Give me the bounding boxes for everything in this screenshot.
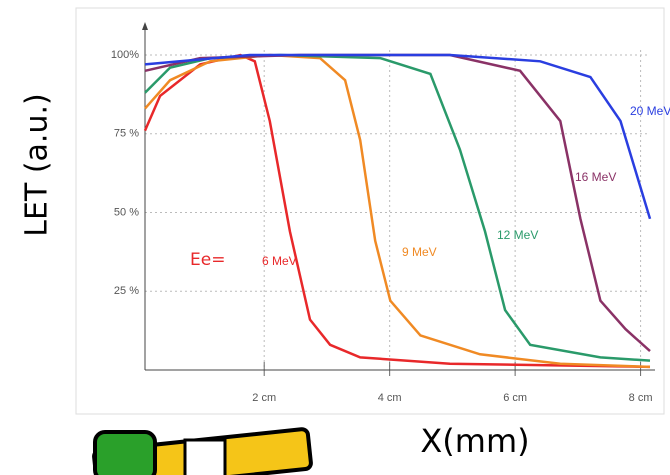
series-label: 9 MeV	[402, 245, 437, 259]
data-line	[144, 53, 651, 353]
data-line	[144, 53, 652, 220]
data-line	[144, 53, 651, 369]
y-tick-label: 100%	[111, 49, 139, 61]
y-axis-label: LET (a.u.)	[20, 93, 55, 236]
y-tick-label: 50 %	[114, 206, 139, 218]
pencil-clipart	[92, 427, 313, 475]
series-label: 16 MeV	[575, 170, 616, 184]
x-tick-label: 6 cm	[503, 392, 527, 404]
series-label: 20 MeV	[630, 104, 670, 118]
y-axis-arrow	[142, 22, 148, 30]
x-tick-label: 4 cm	[378, 392, 402, 404]
series-label: 12 MeV	[497, 228, 538, 242]
annotation: Ee=	[190, 250, 225, 270]
x-tick-label: 2 cm	[252, 392, 276, 404]
series-label: 6 MeV	[262, 254, 297, 268]
y-tick-label: 75 %	[114, 128, 139, 140]
y-tick-label: 25 %	[114, 285, 139, 297]
x-tick-label: 8 cm	[629, 392, 653, 404]
x-axis-label: X(mm)	[420, 422, 529, 460]
